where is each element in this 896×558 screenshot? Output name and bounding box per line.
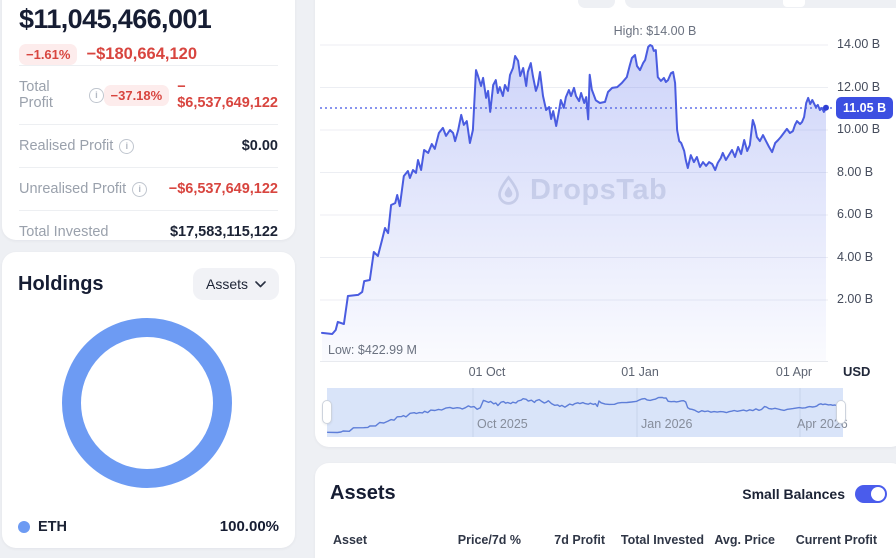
realised-profit-label: Realised Profit (19, 138, 114, 154)
toggle-knob (871, 486, 885, 501)
y-axis-tick: 2.00 B (837, 292, 874, 306)
chevron-down-icon (255, 280, 266, 287)
minimap-period-label: Jan 2026 (641, 417, 693, 431)
holdings-legend-row: ETH 100.00% (18, 518, 279, 535)
realised-profit-row: Realised Profit i $0.00 (19, 124, 278, 167)
realised-profit-value: $0.00 (241, 138, 278, 154)
holdings-view-dropdown[interactable]: Assets (192, 268, 279, 300)
portfolio-change-row: −1.61% −$180,664,120 (19, 44, 278, 65)
info-icon[interactable]: i (132, 181, 148, 197)
unrealised-profit-row: Unrealised Profit i −$6,537,649,122 (19, 167, 278, 210)
holdings-title: Holdings (18, 272, 104, 295)
minimap-period-label: Oct 2025 (477, 417, 528, 431)
holdings-card: Holdings Assets ETH 100.00% (2, 252, 295, 548)
y-axis-tick: 8.00 B (837, 164, 874, 179)
current-value-badge: 11.05 B (836, 97, 894, 119)
eth-legend-percent: 100.00% (219, 518, 279, 535)
chart-high-label: High: $14.00 B (613, 24, 697, 38)
y-axis-tick: 10.00 B (837, 122, 881, 136)
total-invested-row: Total Invested $17,583,115,122 (19, 210, 278, 253)
assets-column-header-current-profit: Current Profit (795, 533, 877, 547)
change-absolute-value: −$180,664,120 (86, 45, 198, 63)
info-icon[interactable]: i (89, 87, 104, 103)
minimap-left-handle[interactable] (322, 400, 332, 424)
y-axis-tick: 6.00 B (837, 207, 874, 221)
current-value-marker (822, 104, 829, 111)
assets-column-header-total-invested: Total Invested (620, 533, 704, 547)
holdings-donut-chart[interactable] (62, 318, 232, 488)
toolbar-button-stub[interactable] (578, 0, 615, 8)
assets-title: Assets (330, 482, 396, 504)
holdings-dropdown-label: Assets (205, 276, 248, 292)
toolbar-tabs-stub[interactable] (625, 0, 896, 8)
assets-column-header-price-7d-: Price/7d % (457, 533, 521, 547)
total-profit-value: −$6,537,649,122 (177, 79, 278, 111)
minimap-period-label: Apr 2026 (797, 417, 848, 431)
eth-legend-label: ETH (38, 518, 67, 535)
portfolio-total-value: $11,045,466,001 (19, 4, 212, 34)
currency-label: USD (843, 364, 871, 379)
assets-table-header: Asset Price/7d % 7d Profit Total Invested Av… (315, 533, 896, 549)
change-percent-badge: −1.61% (19, 44, 78, 65)
assets-column-header-avg-price: Avg. Price (714, 533, 775, 547)
small-balances-label: Small Balances (742, 485, 845, 502)
total-invested-label: Total Invested (19, 224, 109, 240)
y-axis-tick: 4.00 B (837, 249, 874, 264)
total-profit-percent-badge: −37.18% (103, 84, 170, 106)
x-axis-tick: 01 Apr (775, 365, 813, 379)
portfolio-summary-card: $11,045,466,001 −1.61% −$180,664,120 Tot… (2, 0, 295, 240)
total-invested-value: $17,583,115,122 (169, 224, 278, 240)
portfolio-chart-card: DropsTab High: $14.00 B Low: $422.99 M 1… (315, 0, 896, 447)
small-balances-toggle[interactable] (855, 484, 887, 503)
toolbar-active-tab-stub (783, 0, 805, 7)
minimap-right-handle[interactable] (836, 400, 846, 424)
assets-card: Assets Small Balances Asset Price/7d % 7d … (315, 463, 896, 558)
y-axis-tick: 12.00 B (837, 79, 881, 94)
assets-column-header-7d-profit: 7d Profit (554, 533, 605, 547)
watermark-text: DropsTab (530, 174, 668, 206)
minimap-selected-range[interactable] (327, 388, 843, 437)
eth-legend-dot (18, 520, 30, 533)
dropstab-watermark: DropsTab (495, 174, 715, 207)
info-icon[interactable]: i (119, 138, 135, 154)
y-axis-tick: 14.00 B (837, 37, 881, 51)
chart-low-label: Low: $422.99 M (328, 343, 417, 357)
unrealised-profit-value: −$6,537,649,122 (168, 181, 278, 197)
unrealised-profit-label: Unrealised Profit (19, 181, 127, 197)
price-area-chart[interactable] (315, 0, 896, 447)
total-profit-label: Total Profit (19, 79, 53, 111)
droplet-logo-icon (498, 174, 519, 205)
total-profit-row: Total Profit i −37.18% −$6,537,649,122 (19, 65, 278, 124)
x-axis-tick: 01 Oct (468, 365, 506, 379)
x-axis-tick: 01 Jan (621, 365, 659, 379)
assets-column-header-asset: Asset (333, 533, 368, 547)
